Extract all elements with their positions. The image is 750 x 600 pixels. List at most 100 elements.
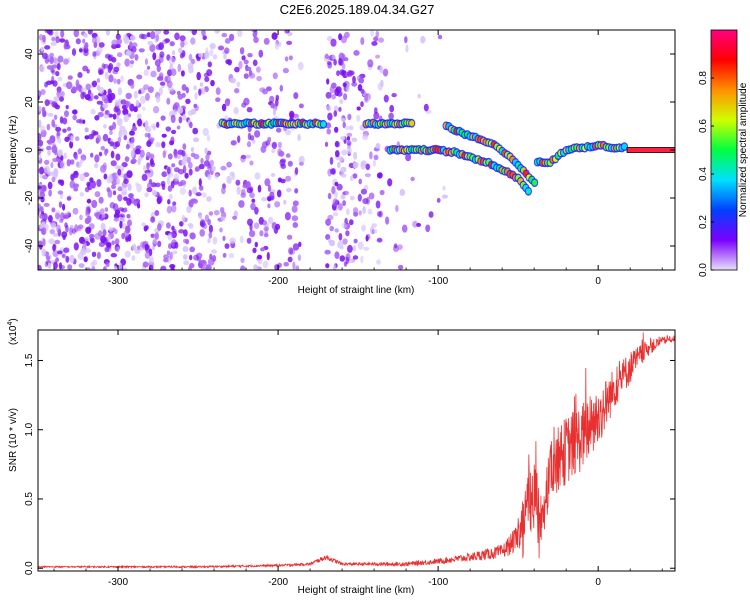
spectrogram-noise-cell xyxy=(111,184,116,190)
spectrogram-noise-cell xyxy=(136,245,141,250)
spectrogram-noise-cell xyxy=(105,30,111,36)
spectrogram-noise-cell xyxy=(183,229,188,237)
spectrogram-noise-cell xyxy=(274,43,279,50)
spectrogram-noise-cell xyxy=(262,220,267,227)
track-core xyxy=(320,121,326,128)
spectrogram-noise-cell xyxy=(81,238,86,245)
spectrogram-noise-cell xyxy=(114,228,118,235)
spectrogram-noise-cell xyxy=(410,176,415,182)
spectrogram-noise-cell xyxy=(188,30,193,33)
spectrogram-noise-cell xyxy=(201,260,207,267)
spectrogram-noise-cell xyxy=(372,159,376,167)
spectrogram-noise-cell xyxy=(53,96,60,102)
spectrogram-noise-cell xyxy=(51,75,55,84)
spectrogram-noise-cell xyxy=(371,41,378,46)
spectrogram-noise-cell xyxy=(114,238,120,246)
spectrogram-noise-cell xyxy=(77,224,84,229)
spectrogram-noise-cell xyxy=(260,247,265,252)
spectrogram-noise-cell xyxy=(287,160,293,167)
spectrogram-noise-cell xyxy=(201,192,207,199)
spectrogram-noise-cell xyxy=(297,61,304,71)
spectrogram-noise-cell xyxy=(46,123,51,131)
spectrogram-noise-cell xyxy=(334,228,339,233)
spectrogram-noise-cell xyxy=(272,72,278,80)
spectrogram-noise-cell xyxy=(341,117,345,122)
spectrogram-noise-cell xyxy=(84,186,90,193)
spectrogram-noise-cell xyxy=(371,223,378,228)
spectrogram-noise-cell xyxy=(224,47,230,54)
spectrogram-noise-cell xyxy=(271,148,276,153)
spectrogram-noise-cell xyxy=(161,183,166,191)
spectrogram-noise-cell xyxy=(346,132,353,137)
spectrogram-noise-cell xyxy=(87,30,93,35)
spectrogram-noise-cell xyxy=(96,84,101,91)
spectrogram-noise-cell xyxy=(85,267,91,270)
spectrogram-noise-cell xyxy=(41,227,47,236)
spectrogram-noise-cell xyxy=(123,114,129,123)
spectrogram-noise-cell xyxy=(349,125,354,131)
spectrogram-noise-cell xyxy=(161,171,168,178)
spectrogram-noise-cell xyxy=(358,178,363,185)
spectrogram-noise-cell xyxy=(96,100,104,105)
spectrogram-noise-cell xyxy=(268,216,274,225)
spectrogram-noise-cell xyxy=(325,91,332,99)
spectrogram-noise-cell xyxy=(211,249,217,254)
spectrogram-noise-cell xyxy=(63,247,70,253)
spectrogram-noise-cell xyxy=(162,150,166,159)
spectrogram-noise-cell xyxy=(210,165,216,172)
spectrogram-noise-cell xyxy=(222,252,227,258)
spectrogram-noise-cell xyxy=(351,137,358,142)
spectrogram-noise-cell xyxy=(250,202,256,211)
spectrogram-noise-cell xyxy=(145,225,149,231)
spectrogram-noise-cell xyxy=(150,70,157,78)
spectrogram-noise-cell xyxy=(376,259,381,265)
spectrogram-noise-cell xyxy=(360,101,364,108)
spectrogram-noise-cell xyxy=(283,261,290,267)
spectrogram-noise-cell xyxy=(77,148,83,155)
spectrogram-noise-cell xyxy=(254,130,261,138)
spectrogram-noise-cell xyxy=(253,264,258,270)
spectrogram-noise-cell xyxy=(79,173,86,182)
spectrogram-noise-cell xyxy=(157,240,162,248)
spectrogram-noise-cell xyxy=(277,141,282,149)
spectrogram-noise-cell xyxy=(324,249,331,255)
spectrogram-noise-cell xyxy=(241,55,246,61)
spectrogram-noise-cell xyxy=(326,128,332,135)
spectrogram-noise-cell xyxy=(68,227,73,236)
spectrogram-noise-cell xyxy=(59,116,64,124)
spectrogram-noise-cell xyxy=(182,238,188,244)
spectrogram-noise-cell xyxy=(288,55,293,61)
spectrogram-noise-cell xyxy=(341,63,346,70)
spectrogram-noise-cell xyxy=(50,41,57,46)
spectrogram-noise-cell xyxy=(121,191,127,196)
spectrogram-noise-cell xyxy=(172,250,178,255)
spectrogram-noise-cell xyxy=(292,222,299,228)
spectrogram-noise-cell xyxy=(117,207,125,212)
spectrogram-noise-cell xyxy=(70,173,75,181)
spectrogram-noise-cell xyxy=(156,196,162,205)
spectrogram-noise-cell xyxy=(149,158,154,166)
spectrogram-noise-cell xyxy=(292,200,299,207)
spectrogram-noise-cell xyxy=(186,156,191,164)
spectrogram-noise-cell xyxy=(388,112,394,121)
spectrogram-noise-cell xyxy=(326,78,330,85)
spectrogram-noise-cell xyxy=(356,114,361,122)
spectrogram-noise-cell xyxy=(155,33,160,42)
spectrogram-noise-cell xyxy=(122,109,128,115)
spectrogram-noise-cell xyxy=(378,37,384,43)
spectrogram-noise-cell xyxy=(343,93,348,101)
spectrogram-noise-cell xyxy=(80,248,87,255)
spectrogram-noise-cell xyxy=(67,75,73,80)
spectrogram-noise-cell xyxy=(144,192,149,198)
spectrogram-noise-cell xyxy=(98,196,104,204)
spectrogram-noise-cell xyxy=(189,121,193,129)
snr-scale-label: (x104) xyxy=(7,318,19,345)
spectrogram-noise-cell xyxy=(436,197,441,203)
spectrogram-noise-cell xyxy=(102,133,109,142)
colorbar-tick-label: 0.2 xyxy=(698,215,709,229)
spectrogram-noise-cell xyxy=(141,33,148,40)
spectrogram-noise-cell xyxy=(163,254,170,260)
spectrogram-noise-cell xyxy=(150,216,156,223)
spectrogram-noise-cell xyxy=(199,82,204,87)
